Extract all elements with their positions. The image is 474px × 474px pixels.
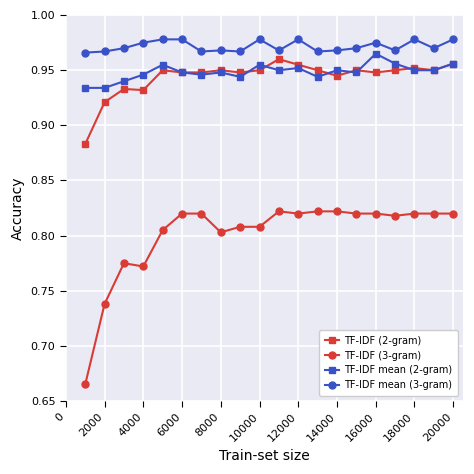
- TF-IDF mean (3-gram): [257, 36, 263, 42]
- TF-IDF mean (2-gram): [160, 62, 165, 68]
- TF-IDF (2-gram): [237, 70, 243, 75]
- Line: TF-IDF mean (2-gram): TF-IDF mean (2-gram): [82, 50, 456, 91]
- X-axis label: Train-set size: Train-set size: [219, 449, 310, 463]
- TF-IDF mean (3-gram): [218, 47, 224, 53]
- TF-IDF (3-gram): [102, 301, 108, 307]
- TF-IDF (2-gram): [160, 67, 165, 73]
- TF-IDF (2-gram): [276, 56, 282, 62]
- TF-IDF mean (3-gram): [334, 47, 340, 53]
- TF-IDF mean (3-gram): [450, 36, 456, 42]
- TF-IDF mean (3-gram): [315, 49, 320, 55]
- TF-IDF mean (2-gram): [140, 72, 146, 77]
- TF-IDF mean (3-gram): [102, 49, 108, 55]
- TF-IDF mean (2-gram): [354, 70, 359, 75]
- TF-IDF mean (3-gram): [295, 36, 301, 42]
- TF-IDF mean (2-gram): [121, 78, 127, 84]
- TF-IDF (2-gram): [295, 62, 301, 68]
- TF-IDF mean (3-gram): [411, 36, 417, 42]
- TF-IDF (3-gram): [199, 211, 204, 217]
- TF-IDF mean (3-gram): [354, 46, 359, 51]
- TF-IDF mean (2-gram): [431, 67, 437, 73]
- TF-IDF (3-gram): [276, 209, 282, 214]
- TF-IDF mean (3-gram): [392, 47, 398, 53]
- TF-IDF mean (3-gram): [199, 49, 204, 55]
- TF-IDF (3-gram): [218, 229, 224, 235]
- TF-IDF mean (2-gram): [179, 70, 185, 75]
- Legend: TF-IDF (2-gram), TF-IDF (3-gram), TF-IDF mean (2-gram), TF-IDF mean (3-gram): TF-IDF (2-gram), TF-IDF (3-gram), TF-IDF…: [319, 330, 458, 396]
- TF-IDF mean (2-gram): [218, 70, 224, 75]
- TF-IDF (2-gram): [392, 67, 398, 73]
- TF-IDF (3-gram): [450, 211, 456, 217]
- TF-IDF (3-gram): [121, 260, 127, 266]
- TF-IDF (2-gram): [315, 67, 320, 73]
- TF-IDF (3-gram): [431, 211, 437, 217]
- Line: TF-IDF mean (3-gram): TF-IDF mean (3-gram): [82, 36, 456, 56]
- TF-IDF mean (3-gram): [276, 47, 282, 53]
- TF-IDF (2-gram): [121, 86, 127, 92]
- TF-IDF (3-gram): [82, 382, 88, 387]
- TF-IDF mean (2-gram): [102, 85, 108, 91]
- TF-IDF (3-gram): [392, 213, 398, 219]
- TF-IDF (3-gram): [411, 211, 417, 217]
- TF-IDF (2-gram): [218, 67, 224, 73]
- TF-IDF mean (2-gram): [373, 51, 379, 56]
- TF-IDF (2-gram): [334, 73, 340, 79]
- TF-IDF mean (2-gram): [334, 67, 340, 73]
- TF-IDF (2-gram): [431, 67, 437, 73]
- TF-IDF (3-gram): [257, 224, 263, 229]
- TF-IDF (2-gram): [373, 70, 379, 75]
- TF-IDF (2-gram): [179, 70, 185, 75]
- TF-IDF mean (2-gram): [315, 74, 320, 80]
- TF-IDF mean (3-gram): [160, 36, 165, 42]
- TF-IDF mean (2-gram): [82, 85, 88, 91]
- TF-IDF (2-gram): [102, 100, 108, 105]
- TF-IDF mean (2-gram): [295, 65, 301, 71]
- TF-IDF (2-gram): [354, 67, 359, 73]
- TF-IDF mean (2-gram): [276, 67, 282, 73]
- TF-IDF (3-gram): [315, 209, 320, 214]
- Y-axis label: Accuracy: Accuracy: [11, 176, 25, 240]
- TF-IDF mean (2-gram): [411, 67, 417, 73]
- TF-IDF mean (2-gram): [392, 61, 398, 66]
- TF-IDF (3-gram): [160, 227, 165, 233]
- TF-IDF (2-gram): [411, 65, 417, 71]
- TF-IDF (3-gram): [179, 211, 185, 217]
- TF-IDF mean (2-gram): [237, 74, 243, 80]
- TF-IDF (3-gram): [334, 209, 340, 214]
- TF-IDF (3-gram): [295, 211, 301, 217]
- TF-IDF (2-gram): [82, 141, 88, 147]
- TF-IDF mean (2-gram): [199, 72, 204, 77]
- Line: TF-IDF (2-gram): TF-IDF (2-gram): [82, 56, 456, 147]
- TF-IDF mean (3-gram): [140, 40, 146, 46]
- TF-IDF mean (3-gram): [121, 46, 127, 51]
- TF-IDF mean (3-gram): [237, 49, 243, 55]
- TF-IDF (2-gram): [257, 67, 263, 73]
- TF-IDF (2-gram): [199, 70, 204, 75]
- TF-IDF (3-gram): [354, 211, 359, 217]
- Line: TF-IDF (3-gram): TF-IDF (3-gram): [82, 208, 456, 388]
- TF-IDF (3-gram): [237, 224, 243, 229]
- TF-IDF (3-gram): [373, 211, 379, 217]
- TF-IDF mean (2-gram): [257, 62, 263, 68]
- TF-IDF mean (3-gram): [82, 50, 88, 55]
- TF-IDF (3-gram): [140, 264, 146, 269]
- TF-IDF mean (3-gram): [431, 46, 437, 51]
- TF-IDF (2-gram): [450, 61, 456, 66]
- TF-IDF mean (2-gram): [450, 61, 456, 66]
- TF-IDF mean (3-gram): [179, 36, 185, 42]
- TF-IDF (2-gram): [140, 87, 146, 93]
- TF-IDF mean (3-gram): [373, 40, 379, 46]
